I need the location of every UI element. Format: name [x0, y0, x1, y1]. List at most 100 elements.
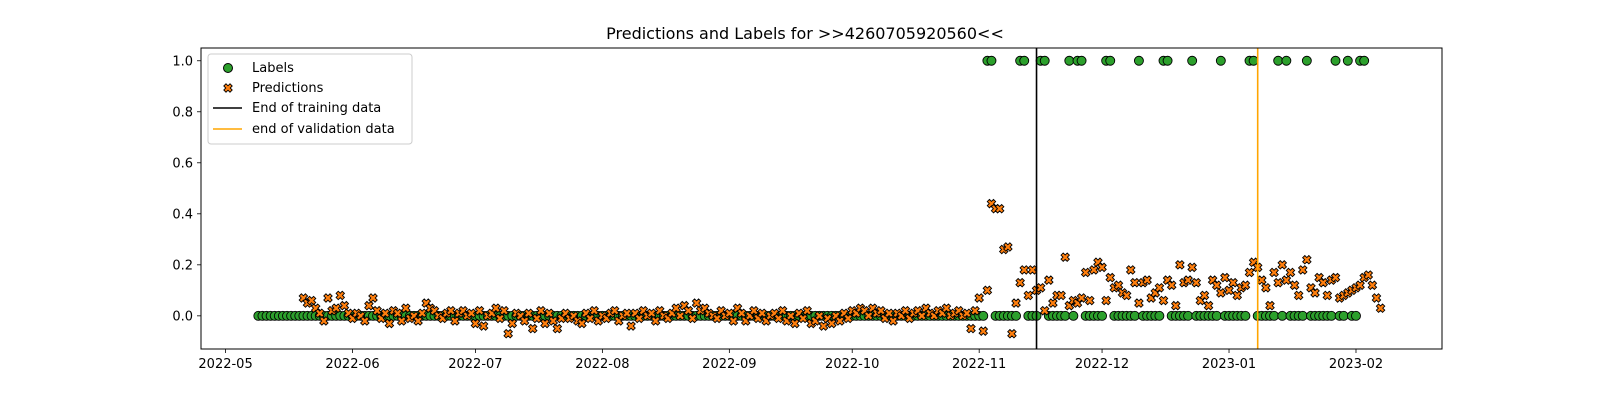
prediction-point: [671, 303, 681, 314]
label-point: [1076, 55, 1087, 66]
prediction-point: [446, 305, 456, 316]
prediction-point: [683, 305, 694, 316]
prediction-point: [646, 308, 657, 319]
prediction-point: [400, 303, 411, 314]
y-axis: 0.0 0.2 0.4 0.6 0.8 1.0: [172, 54, 201, 324]
plot-frame: [200, 47, 1443, 350]
prediction-point: [1134, 298, 1144, 308]
label-point: [1154, 310, 1165, 321]
label-point: [1129, 310, 1140, 321]
prediction-point: [970, 305, 980, 316]
prediction-point: [380, 308, 391, 319]
prediction-point: [888, 316, 899, 326]
prediction-point: [503, 328, 514, 339]
prediction-point: [863, 311, 874, 321]
prediction-point: [966, 323, 976, 334]
prediction-point: [1232, 290, 1243, 301]
label-point: [1019, 55, 1030, 66]
prediction-point: [1097, 262, 1107, 273]
prediction-point: [1191, 277, 1202, 288]
prediction-point: [724, 308, 735, 319]
prediction-point: [687, 313, 698, 324]
label-point: [1039, 55, 1050, 66]
prediction-point: [994, 203, 1005, 214]
legend-label-training: End of training data: [252, 101, 381, 116]
prediction-point: [1166, 280, 1177, 291]
x-tick-label: 2022-06: [325, 357, 379, 372]
prediction-point: [491, 303, 501, 314]
prediction-point: [364, 300, 374, 311]
legend-marker-predictions: [223, 83, 233, 93]
label-point: [1248, 55, 1259, 66]
plot-area: [253, 48, 1386, 349]
prediction-point: [1183, 275, 1193, 285]
prediction-point: [1302, 254, 1312, 265]
label-point: [1183, 310, 1194, 321]
prediction-point: [1003, 242, 1013, 252]
prediction-point: [1105, 272, 1116, 283]
prediction-point: [728, 316, 739, 326]
prediction-point: [552, 323, 563, 334]
label-point: [1011, 310, 1021, 321]
prediction-point: [589, 305, 600, 316]
prediction-point: [1199, 290, 1210, 301]
prediction-point: [1269, 267, 1279, 278]
prediction-point: [359, 316, 370, 326]
prediction-point: [450, 316, 460, 326]
legend-label-labels: Labels: [252, 61, 294, 76]
label-point: [1269, 310, 1280, 321]
prediction-point: [917, 311, 927, 321]
legend: Labels Predictions End of training data …: [207, 53, 413, 145]
prediction-point: [314, 308, 325, 319]
prediction-point: [1039, 305, 1050, 316]
prediction-point: [609, 305, 620, 316]
label-point: [1338, 310, 1349, 321]
prediction-point: [1371, 293, 1382, 303]
prediction-point: [519, 316, 530, 326]
prediction-point: [1007, 328, 1017, 339]
prediction-point: [1220, 272, 1230, 283]
label-point: [1211, 310, 1222, 321]
prediction-point: [335, 290, 346, 301]
prediction-point: [1215, 288, 1226, 298]
prediction-point: [691, 298, 702, 308]
prediction-point: [1211, 280, 1222, 291]
x-tick-label: 2022-09: [702, 357, 756, 372]
prediction-point: [818, 321, 829, 331]
label-point: [1326, 310, 1337, 321]
prediction-point: [532, 313, 542, 324]
legend-marker-labels: [223, 63, 233, 73]
y-tick-label: 0.0: [172, 309, 193, 324]
prediction-point: [785, 311, 796, 321]
prediction-point: [749, 305, 759, 316]
prediction-point: [466, 308, 477, 319]
y-tick-label: 0.2: [172, 258, 193, 273]
prediction-point: [777, 305, 788, 316]
prediction-point: [1322, 290, 1333, 301]
prediction-point: [1175, 259, 1185, 270]
prediction-point: [626, 321, 636, 331]
prediction-point: [1056, 290, 1066, 301]
prediction-point: [1154, 282, 1165, 293]
x-tick-label: 2022-12: [1075, 357, 1129, 372]
prediction-point: [974, 293, 985, 303]
prediction-point: [757, 308, 767, 319]
label-point: [1105, 55, 1116, 66]
prediction-point: [1261, 282, 1271, 293]
prediction-point: [1289, 280, 1300, 291]
prediction-point: [507, 318, 518, 329]
label-point: [1281, 55, 1292, 66]
label-point: [1351, 310, 1361, 321]
prediction-point: [319, 316, 329, 326]
label-point: [1064, 55, 1075, 66]
legend-x-shape: [223, 83, 233, 93]
prediction-point: [1228, 277, 1238, 288]
x-tick-label: 2022-05: [198, 357, 252, 372]
prediction-point: [962, 308, 972, 319]
prediction-point: [1170, 300, 1181, 311]
prediction-point: [306, 295, 317, 306]
x-tick-label: 2022-11: [952, 357, 1006, 372]
x-tick-label: 2022-07: [448, 357, 502, 372]
prediction-point: [1375, 303, 1386, 314]
